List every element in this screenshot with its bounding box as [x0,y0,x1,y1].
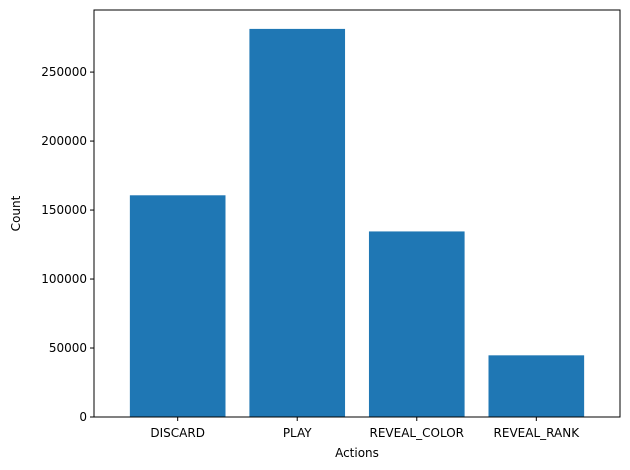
y-tick-label: 150000 [41,203,87,217]
bars-group [129,28,585,417]
x-tick-label: PLAY [283,426,312,440]
y-tick-label: 0 [79,410,87,424]
x-tick-label: DISCARD [150,426,205,440]
y-tick-label: 100000 [41,272,87,286]
plot-frame [93,9,621,418]
y-tick-label: 50000 [49,341,87,355]
bar-play [249,28,346,417]
x-axis-label: Actions [335,446,379,460]
x-tick-label: REVEAL_COLOR [370,426,464,440]
y-tick-label: 250000 [41,65,87,79]
y-axis-label: Count [9,195,23,231]
x-tick-label: REVEAL_RANK [494,426,581,440]
bar-reveal-color [368,231,465,417]
y-axis-ticks: 0 50000 100000 150000 200000 250000 [41,65,94,424]
x-axis-ticks: DISCARD PLAY REVEAL_COLOR REVEAL_RANK [150,417,580,440]
y-tick-label: 200000 [41,134,87,148]
bar-discard [129,195,226,417]
bar-reveal-rank [488,355,585,417]
